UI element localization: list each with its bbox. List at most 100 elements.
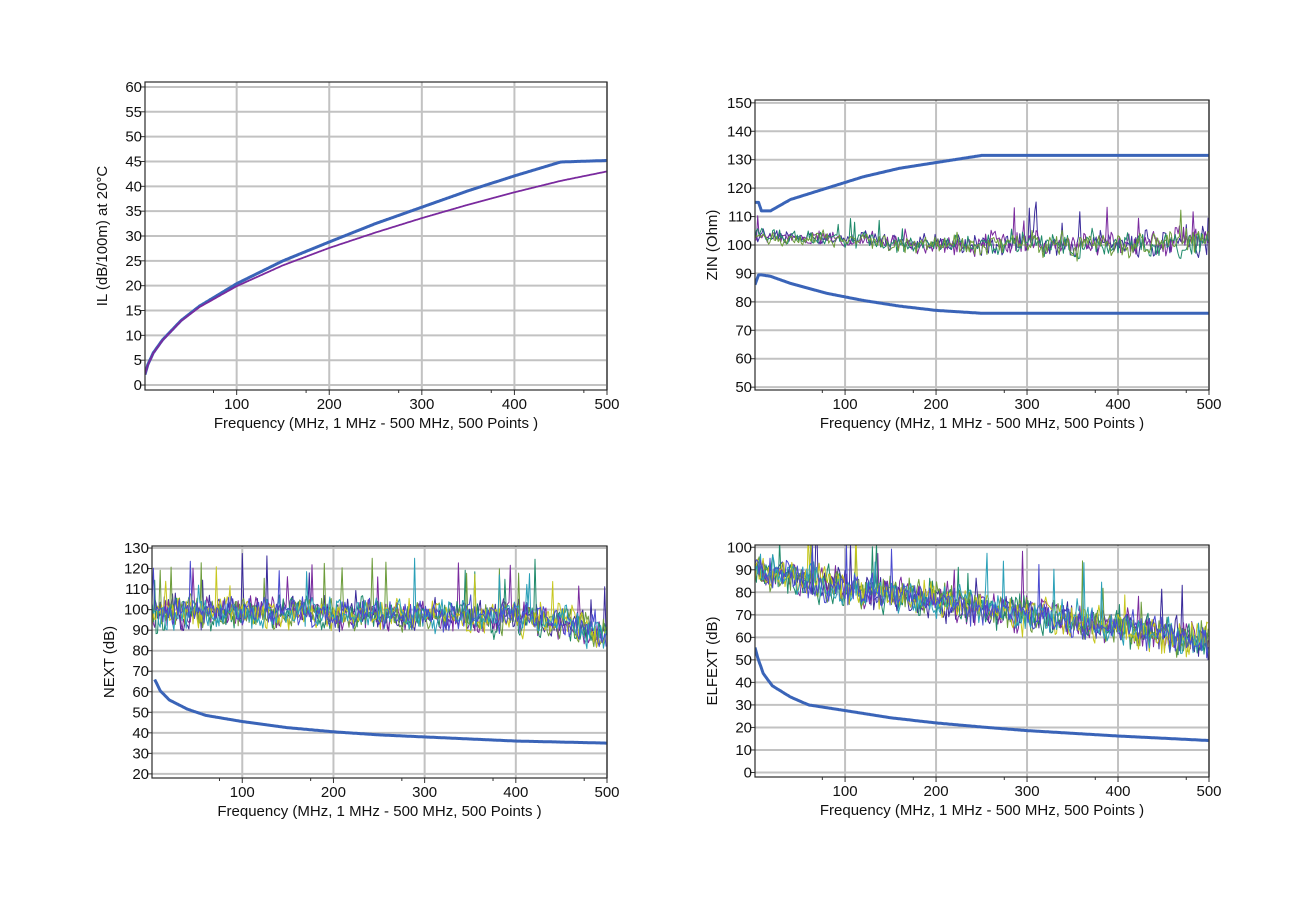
y-tick-label: 55	[125, 104, 142, 121]
y-tick-label: 30	[735, 697, 752, 714]
measured-pair-line	[152, 560, 607, 648]
next-chart: 100 200 300 400 500 20 30 40 50 60 70 80 90 100 110 120…	[101, 540, 620, 820]
y-tick-label: 100	[727, 237, 752, 254]
y-tick-label: 60	[735, 351, 752, 368]
x-tick-label: 400	[502, 396, 527, 413]
plot-area	[755, 153, 1209, 315]
plot-frame	[144, 81, 608, 391]
y-tick-label: 20	[125, 278, 142, 295]
y-axis-label: NEXT (dB)	[101, 626, 118, 698]
y-axis-label: ZIN (Ohm)	[704, 210, 721, 281]
y-tick-label: 80	[735, 584, 752, 601]
grid	[140, 82, 608, 395]
plot-frame	[151, 545, 608, 779]
x-tick-label: 300	[412, 784, 437, 801]
y-tick-label: 10	[125, 327, 142, 344]
x-tick-label: 300	[1015, 396, 1040, 413]
plot-area	[152, 553, 607, 745]
x-tick-label: 200	[321, 784, 346, 801]
limit-line	[755, 153, 1209, 213]
y-tick-label: 0	[744, 764, 752, 781]
y-tick-label: 120	[124, 561, 149, 578]
y-tick-label: 40	[125, 178, 142, 195]
y-tick-label: 60	[735, 629, 752, 646]
y-tick-label: 70	[735, 607, 752, 624]
x-tick-label: 100	[833, 783, 858, 800]
x-tick-label: 400	[1106, 783, 1131, 800]
y-tick-label: 70	[735, 322, 752, 339]
x-tick-label: 300	[409, 396, 434, 413]
x-tick-label: 100	[833, 396, 858, 413]
y-tick-label: 0	[134, 377, 142, 394]
x-tick-label: 200	[924, 783, 949, 800]
y-tick-label: 30	[132, 745, 149, 762]
y-tick-label: 40	[735, 674, 752, 691]
y-tick-label: 90	[735, 562, 752, 579]
x-tick-label: 100	[230, 784, 255, 801]
limit-line	[153, 678, 607, 745]
y-tick-label: 70	[132, 663, 149, 680]
elfext-chart: 100 200 300 400 500 0 10 20 30 40 50 60 70 80 90 100 Fre…	[704, 539, 1222, 819]
y-tick-label: 110	[728, 209, 752, 226]
y-tick-label: 80	[735, 294, 752, 311]
y-tick-label: 50	[132, 704, 149, 721]
y-tick-label: 80	[132, 643, 149, 660]
y-tick-label: 20	[132, 766, 149, 783]
x-axis-label: Frequency (MHz, 1 MHz - 500 MHz, 500 Poi…	[214, 415, 538, 432]
y-tick-label: 5	[134, 352, 142, 369]
y-axis-label: IL (dB/100m) at 20°C	[94, 166, 111, 307]
y-axis-label: ELFEXT (dB)	[704, 617, 721, 706]
y-tick-label: 130	[727, 152, 752, 169]
measured-line	[145, 170, 607, 375]
x-tick-label: 400	[503, 784, 528, 801]
y-tick-label: 50	[735, 379, 752, 396]
measured-pair-line	[755, 545, 1209, 659]
y-tick-label: 50	[125, 129, 142, 146]
y-tick-label: 140	[727, 123, 752, 140]
plot-frame	[754, 544, 1210, 778]
limit-line	[755, 273, 1209, 315]
zin-chart: 100 200 300 400 500 50 60 70 80 90 100 110 120 130 140…	[704, 95, 1222, 432]
y-tick-label: 130	[124, 540, 149, 557]
x-axis-label: Frequency (MHz, 1 MHz - 500 MHz, 500 Poi…	[820, 802, 1144, 819]
y-tick-label: 60	[125, 79, 142, 96]
y-tick-label: 45	[125, 153, 142, 170]
y-tick-label: 90	[132, 622, 149, 639]
y-tick-label: 100	[124, 602, 149, 619]
y-tick-label: 120	[727, 180, 752, 197]
y-tick-label: 30	[125, 228, 142, 245]
measured-pair-line	[755, 209, 1209, 262]
y-tick-label: 25	[125, 253, 142, 270]
x-tick-label: 200	[317, 396, 342, 413]
x-tick-label: 500	[1196, 783, 1221, 800]
limit-line	[755, 647, 1209, 742]
y-tick-label: 90	[735, 265, 752, 282]
il-chart: 100 200 300 400 500 0 5 10 15 20 25 30 35 40 45 50 55 60 F…	[94, 79, 620, 432]
y-tick-label: 50	[735, 652, 752, 669]
y-tick-label: 35	[125, 203, 142, 220]
y-tick-label: 150	[727, 95, 752, 112]
grid	[147, 546, 608, 783]
x-tick-label: 500	[1196, 396, 1221, 413]
y-tick-label: 60	[132, 684, 149, 701]
y-tick-label: 15	[125, 303, 142, 320]
x-tick-label: 500	[594, 784, 619, 801]
limit-line	[145, 159, 607, 375]
x-tick-label: 500	[594, 396, 619, 413]
x-tick-label: 200	[924, 396, 949, 413]
x-tick-label: 400	[1106, 396, 1131, 413]
x-axis-label: Frequency (MHz, 1 MHz - 500 MHz, 500 Poi…	[820, 415, 1144, 432]
x-tick-label: 300	[1015, 783, 1040, 800]
x-tick-label: 100	[224, 396, 249, 413]
plot-area	[755, 545, 1209, 742]
measured-pair-line	[755, 552, 1209, 654]
plot-area	[145, 159, 607, 375]
y-tick-label: 20	[735, 719, 752, 736]
plot-frame	[754, 99, 1210, 391]
y-tick-label: 100	[727, 539, 752, 556]
y-tick-label: 10	[735, 742, 752, 759]
y-tick-label: 110	[125, 581, 149, 598]
y-tick-label: 40	[132, 725, 149, 742]
x-axis-label: Frequency (MHz, 1 MHz - 500 MHz, 500 Poi…	[217, 803, 541, 820]
